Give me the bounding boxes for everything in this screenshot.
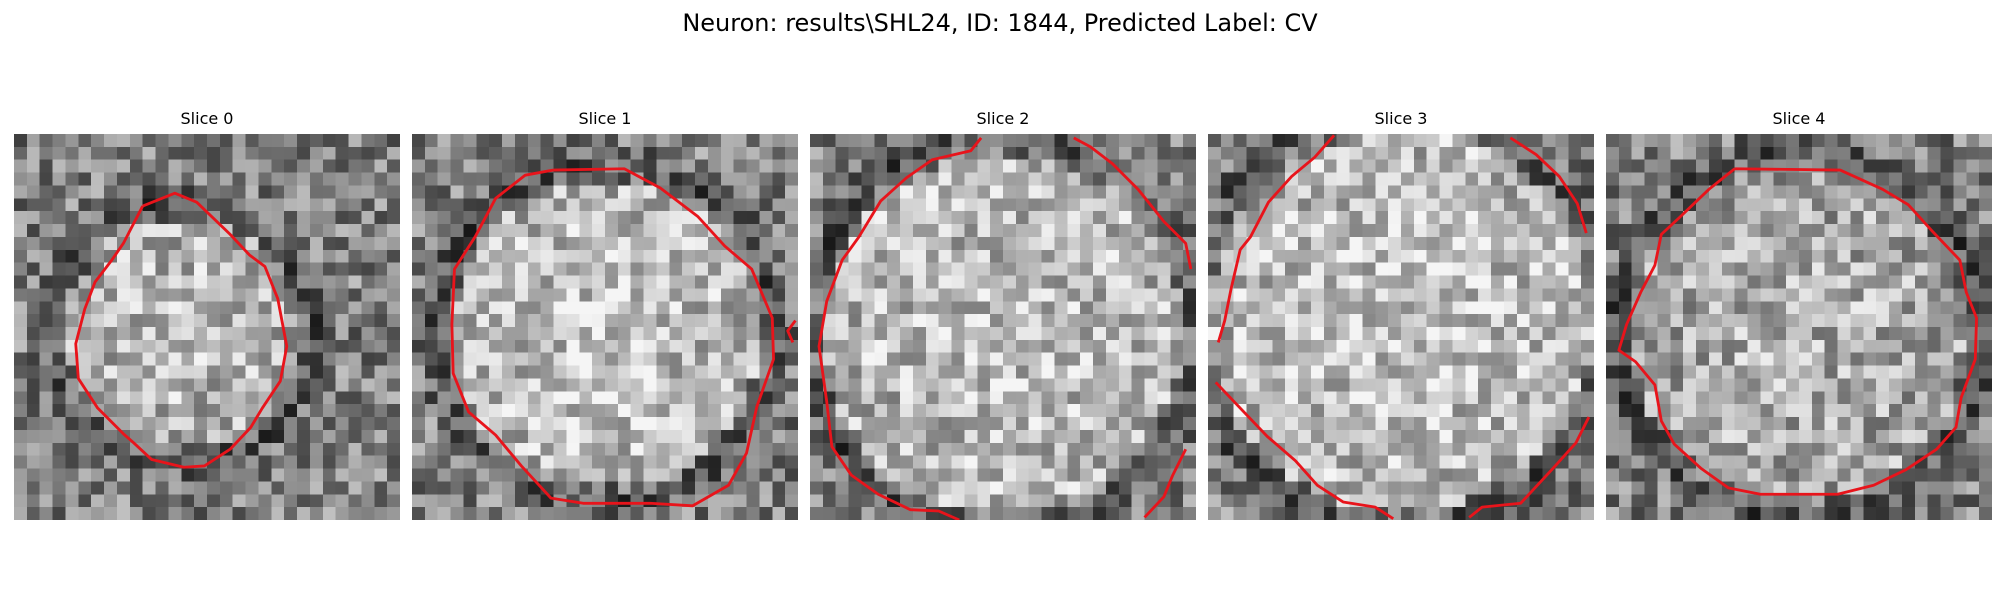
slice-panel-0: Slice 0 — [14, 108, 400, 520]
slice-image — [14, 134, 400, 520]
slice-title: Slice 0 — [180, 109, 234, 128]
slice-panel-2: Slice 2 — [810, 108, 1196, 520]
contour-line — [1216, 134, 1336, 343]
slice-panel-3: Slice 3 — [1208, 108, 1594, 520]
contour-line — [786, 319, 797, 344]
contour-line — [1214, 381, 1395, 520]
contour-line — [1509, 136, 1588, 234]
slice-image — [412, 134, 798, 520]
slice-title: Slice 2 — [976, 109, 1030, 128]
contour-line — [450, 167, 775, 508]
slice-title: Slice 1 — [578, 109, 632, 128]
slice-image — [1606, 134, 1992, 520]
slice-panel-1: Slice 1 — [412, 108, 798, 520]
contour-line — [1468, 416, 1591, 519]
slice-image — [1208, 134, 1594, 520]
contour-line — [817, 136, 983, 520]
figure-title: Neuron: results\SHL24, ID: 1844, Predict… — [682, 9, 1318, 37]
slice-title: Slice 3 — [1374, 109, 1428, 128]
contour-line — [1073, 136, 1193, 270]
slice-image — [810, 134, 1196, 520]
contour-line — [1143, 448, 1187, 519]
slice-title: Slice 4 — [1772, 109, 1826, 128]
contour-line — [1617, 167, 1978, 496]
slice-panel-4: Slice 4 — [1606, 108, 1992, 520]
contour-line — [74, 191, 289, 469]
